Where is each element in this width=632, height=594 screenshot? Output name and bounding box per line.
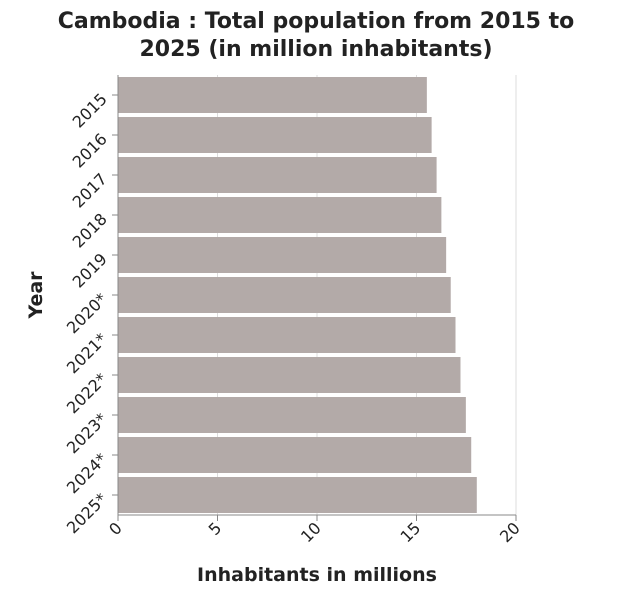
bar [118,357,461,393]
chart-title-line-2: 2025 (in million inhabitants) [139,37,492,62]
chart-title-line-1: Cambodia : Total population from 2015 to [58,9,575,34]
x-tick-label: 0 [105,518,126,539]
bar [118,437,472,473]
y-tick-label: 2022* [63,369,111,417]
y-tick-label: 2025* [63,489,111,537]
bar [118,77,427,113]
bar [118,317,456,353]
x-tick-label: 10 [297,518,325,546]
y-tick-label: 2024* [63,449,111,497]
bar [118,477,477,513]
x-tick-label: 20 [496,518,524,546]
bar [118,237,447,273]
bar [118,277,451,313]
y-tick-label: 2019 [69,249,111,291]
x-tick-label: 5 [205,518,226,539]
bar [118,197,442,233]
bar [118,117,432,153]
y-tick-label: 2020* [63,289,111,337]
y-tick-label: 2018 [69,209,111,251]
bar [118,157,437,193]
x-tick-label: 15 [396,518,424,546]
y-tick-label: 2023* [63,409,111,457]
bar [118,397,466,433]
axes [112,75,517,521]
y-tick-label: 2017 [69,169,111,211]
y-tick-label: 2021* [63,329,111,377]
bars [118,77,477,513]
y-tick-label: 2016 [69,129,111,171]
y-axis-title: Year [25,271,47,320]
x-axis-title: Inhabitants in millions [197,564,437,586]
y-tick-label: 2015 [69,89,111,131]
